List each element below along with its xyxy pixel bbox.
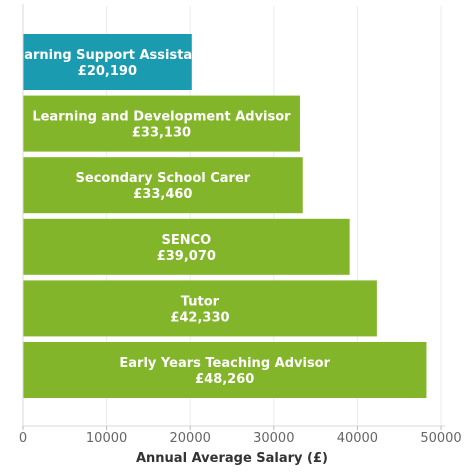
bar-category-label: Tutor [181,294,220,309]
bar [23,34,192,90]
bar-value-label: £48,260 [195,372,254,387]
bar-category-label: Learning and Development Advisor [32,110,291,125]
bars: Learning Support Assistant£20,190 Learnin… [7,34,427,398]
bar [23,280,377,337]
bar-value-label: £20,190 [78,64,137,79]
bar-value-label: £33,130 [132,126,191,141]
x-tick-label: 0 [19,431,27,446]
bar-category-label: Early Years Teaching Advisor [119,356,330,371]
x-tick-label: 50000 [420,431,461,446]
bar [23,342,427,398]
bar-category-label: Secondary School Carer [76,171,251,186]
x-tick-label: 10000 [86,431,127,446]
bar [23,95,300,152]
bar [23,157,303,214]
bar-category-label: Learning Support Assistant [7,48,208,63]
x-tick-label: 40000 [337,431,378,446]
x-tick-label: 20000 [170,431,211,446]
bar [23,218,350,275]
axes: 0 10000 20000 30000 40000 50000 [19,4,462,446]
bar-value-label: £42,330 [170,310,229,325]
bar-value-label: £39,070 [157,249,216,264]
x-axis-title: Annual Average Salary (£) [136,451,328,466]
bar-category-label: SENCO [161,233,211,248]
x-tick-label: 30000 [253,431,294,446]
bar-value-label: £33,460 [133,187,192,202]
